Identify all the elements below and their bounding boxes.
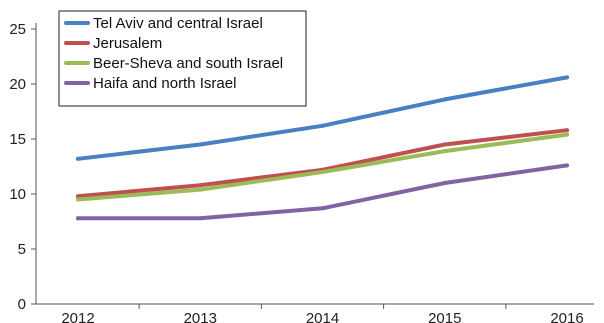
y-tick-label: 25 (9, 21, 26, 38)
data-point (198, 142, 203, 147)
x-tick-label: 2012 (61, 310, 94, 323)
data-point (565, 163, 569, 168)
data-point (565, 128, 569, 133)
data-point (76, 216, 80, 221)
data-point (198, 187, 203, 192)
data-point (320, 123, 325, 128)
legend-label: Jerusalem (93, 35, 162, 52)
y-tick-label: 0 (18, 296, 26, 313)
legend-box (58, 10, 307, 107)
data-point (442, 142, 447, 147)
x-tick-label: 2013 (184, 310, 217, 323)
data-point (442, 181, 447, 185)
y-tick-label: 15 (9, 131, 26, 148)
y-tick-label: 5 (18, 241, 26, 258)
data-point (198, 216, 203, 221)
x-tick-label: 2016 (550, 310, 583, 323)
x-tick-label: 2015 (428, 310, 461, 323)
x-axis: 2012 2013 2014 2015 2016 (36, 303, 594, 323)
data-point (320, 170, 325, 174)
data-point (565, 75, 569, 80)
series-layer (76, 75, 569, 221)
legend: Tel Aviv and central Israel Jerusalem Beer… (58, 10, 307, 107)
legend-label: Haifa and north Israel (93, 75, 236, 92)
series-line-2 (76, 128, 569, 199)
data-point (320, 206, 325, 211)
data-point (76, 156, 80, 161)
y-tick-label: 20 (9, 76, 26, 93)
data-point (442, 149, 447, 154)
data-point (565, 132, 569, 137)
legend-label: Tel Aviv and central Israel (93, 15, 263, 32)
y-tick-label: 10 (9, 186, 26, 203)
data-point (442, 97, 447, 102)
data-point (76, 197, 80, 202)
legend-label: Beer-Sheva and south Israel (93, 55, 283, 72)
data-point (198, 183, 203, 188)
x-tick-label: 2014 (306, 310, 339, 323)
y-axis: 0 5 10 15 20 25 (9, 21, 37, 313)
data-point (76, 194, 80, 199)
